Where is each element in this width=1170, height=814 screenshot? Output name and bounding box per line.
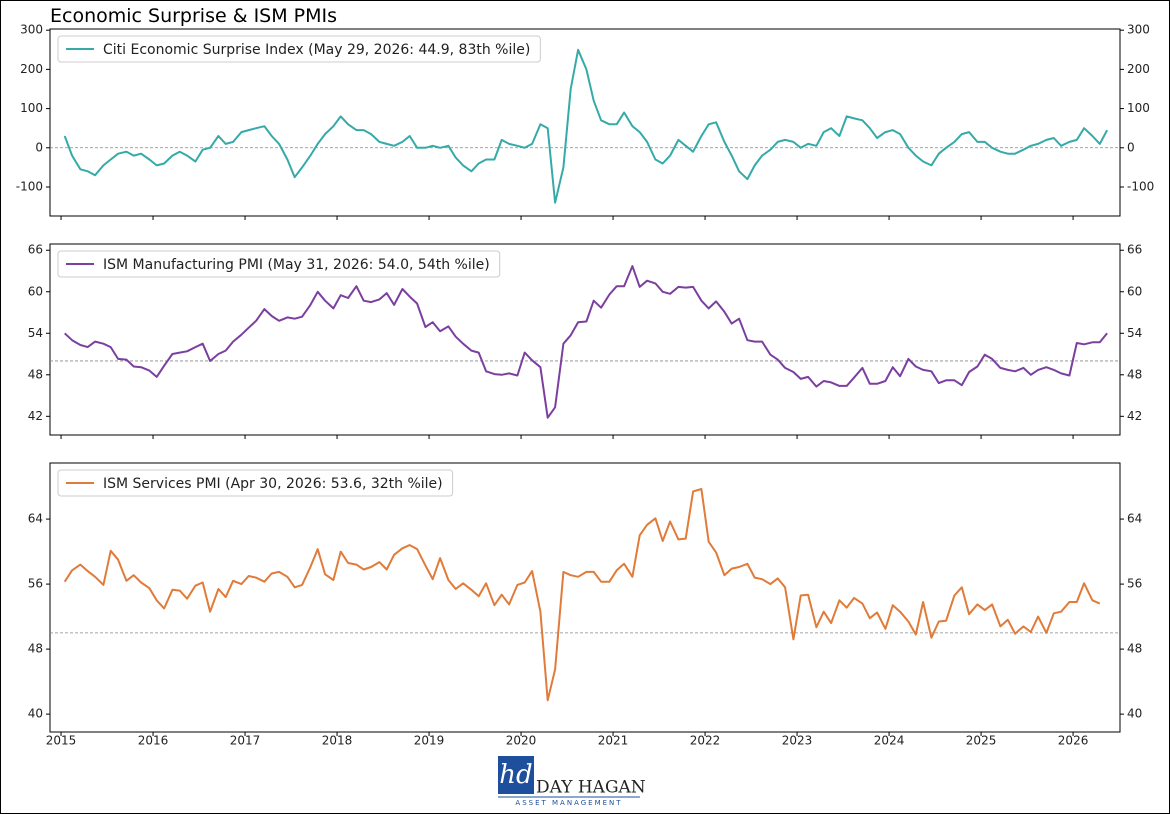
- x-tick-label: 2024: [874, 734, 905, 748]
- y2-tick-label: 60: [1127, 284, 1142, 298]
- legend-box: [57, 469, 454, 497]
- y2-tick-label: 66: [1127, 243, 1142, 257]
- y2-tick-label: 56: [1127, 577, 1142, 591]
- y-tick-label: 100: [20, 101, 43, 115]
- logo-box: [498, 756, 534, 794]
- y-tick-label: -100: [16, 179, 43, 193]
- y2-tick-label: 48: [1127, 367, 1142, 381]
- x-tick-label: 2018: [322, 734, 353, 748]
- y-tick-label: 200: [20, 62, 43, 76]
- x-tick-label: 2023: [782, 734, 813, 748]
- series-line: [64, 265, 1108, 419]
- logo-subtitle: ASSET MANAGEMENT: [515, 799, 622, 807]
- y-tick-label: 42: [28, 409, 43, 423]
- logo: hd DAY HAGAN ASSET MANAGEMENT: [498, 756, 646, 807]
- y-tick-label: 66: [28, 243, 43, 257]
- logo-mark: hd: [499, 760, 532, 790]
- series-line: [63, 48, 1108, 204]
- y-tick-label: 48: [28, 367, 43, 381]
- y2-tick-label: 40: [1127, 707, 1142, 721]
- y2-tick-label: 64: [1127, 512, 1142, 526]
- panel: 40 40 48 48 56 56 64 64 2015 2016 2017 2018 2019 2020…: [28, 462, 1142, 748]
- y-tick-label: 300: [20, 23, 43, 37]
- y2-tick-label: 300: [1127, 23, 1150, 37]
- x-tick-label: 2019: [414, 734, 445, 748]
- legend-box: [57, 250, 501, 278]
- panel: 42 42 48 48 54 54 60 60 66 66 ISM Manufacturing PM…: [28, 243, 1142, 439]
- legend-box: [57, 35, 541, 63]
- chart-title: Economic Surprise & ISM PMIs: [50, 5, 337, 27]
- y2-tick-label: 100: [1127, 101, 1150, 115]
- panel: -100 -100 0 0 100 100 200 200 300 300 Citi Economi…: [16, 23, 1154, 220]
- series-line: [63, 488, 1101, 702]
- legend-text: ISM Services PMI (Apr 30, 2026: 53.6, 32…: [103, 476, 443, 492]
- plot-area: [49, 462, 1121, 733]
- legend: Citi Economic Surprise Index (May 29, 20…: [57, 35, 541, 63]
- x-tick-label: 2022: [690, 734, 721, 748]
- x-tick-label: 2017: [230, 734, 261, 748]
- legend: ISM Manufacturing PMI (May 31, 2026: 54.…: [57, 250, 501, 278]
- y2-tick-label: 0: [1127, 140, 1135, 154]
- y2-tick-label: 54: [1127, 326, 1142, 340]
- y2-tick-label: 48: [1127, 642, 1142, 656]
- logo-name: DAY HAGAN: [536, 778, 646, 798]
- x-tick-label: 2026: [1058, 734, 1089, 748]
- x-tick-label: 2015: [46, 734, 77, 748]
- y2-tick-label: 200: [1127, 62, 1150, 76]
- x-tick-label: 2025: [966, 734, 997, 748]
- y-tick-label: 64: [28, 512, 43, 526]
- y-tick-label: 48: [28, 642, 43, 656]
- x-tick-label: 2020: [506, 734, 537, 748]
- legend-text: Citi Economic Surprise Index (May 29, 20…: [103, 42, 530, 58]
- y2-tick-label: 42: [1127, 409, 1142, 423]
- y-tick-label: 54: [28, 326, 43, 340]
- x-tick-label: 2021: [598, 734, 629, 748]
- y-tick-label: 60: [28, 284, 43, 298]
- y2-tick-label: -100: [1127, 179, 1154, 193]
- legend: ISM Services PMI (Apr 30, 2026: 53.6, 32…: [57, 469, 454, 497]
- legend-text: ISM Manufacturing PMI (May 31, 2026: 54.…: [103, 257, 490, 273]
- y-tick-label: 56: [28, 577, 43, 591]
- y-tick-label: 0: [35, 140, 43, 154]
- y-tick-label: 40: [28, 707, 43, 721]
- x-tick-label: 2016: [138, 734, 169, 748]
